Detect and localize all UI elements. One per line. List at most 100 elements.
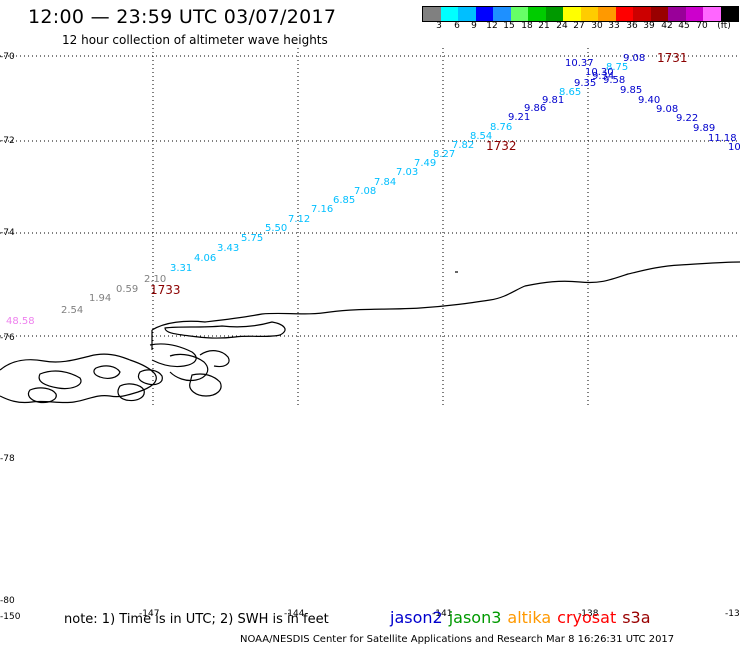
colorbar-swatch xyxy=(528,7,546,21)
latitude-label: -78 xyxy=(0,454,15,464)
longitude-label: -138 xyxy=(578,609,599,619)
mission-legend-item: jason3 xyxy=(448,608,502,627)
colorbar-label: 33 xyxy=(608,21,620,31)
longitude-label: -147 xyxy=(139,609,159,619)
longitude-label: -144 xyxy=(284,609,305,619)
colorbar-swatch xyxy=(703,7,721,21)
wave-height-label: 3.43 xyxy=(217,243,239,254)
mission-legend-item: altika xyxy=(507,608,552,627)
colorbar-swatch xyxy=(668,7,686,21)
wave-height-label: 9.40 xyxy=(638,95,660,106)
coastline-segment xyxy=(38,370,82,390)
colorbar-label: 24 xyxy=(556,21,568,31)
coastline-segment xyxy=(169,353,209,382)
wave-height-label: 5.50 xyxy=(265,223,287,234)
colorbar-swatch xyxy=(493,7,511,21)
coastline-segment xyxy=(0,353,157,404)
axis-labels: -70 -72 -74 -76 -78 -80 -150 -147 -144 -141 -138 -1… xyxy=(0,52,740,622)
wave-height-label: 7.49 xyxy=(414,158,436,169)
colorbar-labels: 3 6 9 12 15 18 21 24 27 30 33 36 39 42 45 70 (ft) xyxy=(422,21,740,33)
wave-height-label: 7.12 xyxy=(288,214,310,225)
colorbar-label: 21 xyxy=(538,21,550,31)
pass-time-label: 1731 xyxy=(657,51,688,65)
page-subtitle: 12 hour collection of altimeter wave hei… xyxy=(62,33,328,47)
pass-time-label: 1733 xyxy=(150,283,181,297)
mission-legend-item: jason2 xyxy=(390,608,443,627)
wave-height-label: 9.86 xyxy=(524,103,546,114)
wave-height-label: 7.84 xyxy=(374,177,396,188)
latitude-label: -80 xyxy=(0,596,15,606)
coastline-segment xyxy=(137,369,163,386)
colorbar-label: 6 xyxy=(454,21,460,31)
coastline-segment xyxy=(27,387,57,404)
wave-height-label: 2.10 xyxy=(144,274,166,285)
colorbar-swatch xyxy=(685,7,703,21)
wave-height-label: 9.34 xyxy=(592,71,614,82)
credit-line: NOAA/NESDIS Center for Satellite Applica… xyxy=(240,634,675,645)
colorbar-label: 36 xyxy=(626,21,638,31)
latitude-label: -72 xyxy=(0,136,15,146)
wave-height-label: 9.81 xyxy=(542,95,564,106)
wave-height-label: 9.22 xyxy=(676,113,698,124)
colorbar-label: 30 xyxy=(591,21,603,31)
graticule-grid xyxy=(0,48,740,405)
colorbar-swatch xyxy=(440,7,458,21)
wave-height-label: 9.85 xyxy=(620,85,642,96)
longitude-label: -141 xyxy=(432,609,452,619)
colorbar-label: 27 xyxy=(573,21,585,31)
colorbar-label: 42 xyxy=(661,21,673,31)
colorbar-swatch xyxy=(510,7,528,21)
footnote: note: 1) Time is in UTC; 2) SWH is in fe… xyxy=(64,612,329,627)
page-title: 12:00 — 23:59 UTC 03/07/2017 xyxy=(28,6,337,28)
wave-height-label: 0.59 xyxy=(116,284,138,295)
colorbar-swatch xyxy=(580,7,598,21)
colorbar-label: 39 xyxy=(643,21,655,31)
wave-height-label: 9.21 xyxy=(508,112,530,123)
wave-height-label: 1.94 xyxy=(89,293,111,304)
pass-time-labels: 1731 1732 1733 xyxy=(150,51,688,297)
latitude-label: -76 xyxy=(0,333,15,343)
wave-height-label: 4.06 xyxy=(194,253,216,264)
coastline-segment xyxy=(117,383,145,402)
colorbar-swatch xyxy=(633,7,651,21)
latitude-label: -74 xyxy=(0,228,15,238)
mission-legend-item: s3a xyxy=(622,608,651,627)
colorbar-swatch xyxy=(615,7,633,21)
colorbar-label: 15 xyxy=(503,21,515,31)
wave-height-colorbar xyxy=(422,6,739,22)
coastline-segment xyxy=(93,365,121,379)
wave-height-label: 8.75 xyxy=(606,62,628,73)
longitude-label: -150 xyxy=(0,612,21,622)
wave-height-label: 11.18 xyxy=(708,133,737,144)
wave-height-label: 5.75 xyxy=(241,233,263,244)
wave-height-label: 9.08 xyxy=(656,104,678,115)
colorbar-swatch xyxy=(475,7,493,21)
wave-height-label: 8.27 xyxy=(433,149,455,160)
wave-height-label: 7.16 xyxy=(311,204,333,215)
colorbar-label: 18 xyxy=(521,21,533,31)
longitude-label: -135 xyxy=(725,609,740,619)
coastline-segment xyxy=(199,350,230,368)
colorbar-swatch xyxy=(563,7,581,21)
wave-height-label: 10 xyxy=(728,142,740,153)
colorbar-label: 12 xyxy=(486,21,498,31)
colorbar-label: 9 xyxy=(471,21,477,31)
colorbar-unit: (ft) xyxy=(717,21,731,31)
pass-time-label: 1732 xyxy=(486,139,517,153)
colorbar-label: 45 xyxy=(678,21,690,31)
wave-height-label: 9.35 xyxy=(574,78,596,89)
colorbar-swatch xyxy=(720,7,738,21)
wave-height-label: 2.54 xyxy=(61,305,83,316)
mission-legend: jason2 jason3 altika cryosat s3a xyxy=(390,608,657,627)
wave-height-label: 9.58 xyxy=(603,75,625,86)
colorbar-swatch xyxy=(650,7,668,21)
wave-height-label: 9.08 xyxy=(623,53,645,64)
wave-height-label: 3.31 xyxy=(170,263,192,274)
wave-height-label: 6.85 xyxy=(333,195,355,206)
wave-height-label: 8.76 xyxy=(490,122,512,133)
latitude-label: -70 xyxy=(0,52,15,62)
colorbar-swatch xyxy=(545,7,563,21)
wave-height-label: 10.30 xyxy=(585,67,614,78)
coastline-segment xyxy=(189,373,222,397)
